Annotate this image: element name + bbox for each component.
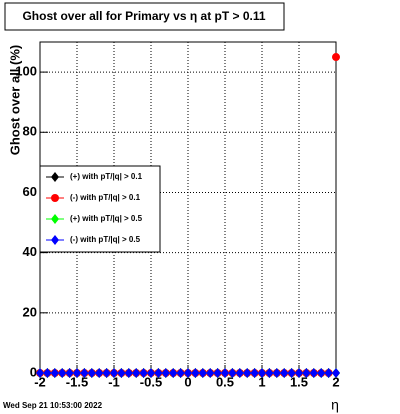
data-point bbox=[124, 368, 133, 378]
data-point bbox=[295, 368, 303, 378]
legend-marker bbox=[51, 172, 59, 182]
legend-label: (+) with pT/|q| > 0.1 bbox=[70, 172, 143, 181]
y-tick-label: 100 bbox=[15, 64, 37, 79]
data-point bbox=[317, 368, 326, 378]
data-point bbox=[176, 368, 185, 378]
data-point bbox=[110, 368, 118, 378]
data-point bbox=[206, 368, 215, 378]
data-point bbox=[154, 368, 163, 378]
data-point bbox=[221, 368, 229, 378]
data-point bbox=[332, 53, 340, 62]
data-point bbox=[43, 368, 52, 378]
data-point bbox=[191, 368, 200, 378]
y-axis-title: Ghost over all (%) bbox=[7, 45, 22, 156]
data-point bbox=[36, 368, 44, 378]
data-point bbox=[169, 368, 178, 378]
data-point bbox=[87, 368, 96, 378]
data-point bbox=[309, 368, 318, 378]
data-point bbox=[117, 368, 126, 378]
data-point bbox=[132, 368, 141, 378]
x-tick-label: 0.5 bbox=[216, 374, 234, 389]
x-tick-label: 1 bbox=[258, 374, 265, 389]
data-point bbox=[147, 368, 155, 378]
legend-marker bbox=[51, 235, 59, 245]
data-point bbox=[139, 368, 148, 378]
data-point bbox=[80, 368, 89, 378]
y-tick-label: 20 bbox=[23, 304, 37, 319]
x-tick-label: -2 bbox=[34, 374, 46, 389]
data-point bbox=[73, 368, 81, 378]
legend-box bbox=[39, 165, 161, 253]
y-tick-label: 40 bbox=[23, 244, 37, 259]
x-tick-label: 1.5 bbox=[290, 374, 308, 389]
data-point bbox=[184, 368, 192, 378]
data-point bbox=[272, 368, 281, 378]
x-tick-label: -0.5 bbox=[140, 374, 162, 389]
y-tick-label: 80 bbox=[23, 124, 37, 139]
data-point bbox=[95, 368, 104, 378]
data-point bbox=[265, 368, 274, 378]
data-point bbox=[58, 368, 67, 378]
x-tick-label: -1.5 bbox=[66, 374, 88, 389]
legend-marker bbox=[51, 194, 59, 202]
data-point bbox=[213, 368, 222, 378]
y-tick-label: 0 bbox=[30, 364, 37, 379]
data-point bbox=[280, 368, 289, 378]
x-axis-title: η bbox=[331, 397, 339, 413]
data-point bbox=[324, 368, 333, 378]
legend-marker bbox=[51, 214, 59, 224]
x-tick-label: 2 bbox=[332, 374, 339, 389]
chart-title: Ghost over all for Primary vs η at pT > … bbox=[22, 9, 265, 23]
data-point bbox=[332, 368, 340, 378]
timestamp: Wed Sep 21 10:53:00 2022 bbox=[3, 401, 103, 410]
data-point bbox=[302, 368, 311, 378]
data-point bbox=[198, 368, 207, 378]
data-point bbox=[228, 368, 237, 378]
data-point bbox=[50, 368, 59, 378]
data-point bbox=[102, 368, 111, 378]
legend-label: (-) with pT/|q| > 0.1 bbox=[70, 193, 141, 202]
legend-label: (-) with pT/|q| > 0.5 bbox=[70, 235, 141, 244]
x-tick-label: -1 bbox=[108, 374, 120, 389]
y-tick-label: 60 bbox=[23, 184, 37, 199]
data-point bbox=[250, 368, 259, 378]
data-point bbox=[243, 368, 252, 378]
title-box bbox=[4, 2, 285, 31]
data-point bbox=[258, 368, 266, 378]
legend-label: (+) with pT/|q| > 0.5 bbox=[70, 214, 143, 223]
data-point bbox=[161, 368, 170, 378]
data-point bbox=[235, 368, 244, 378]
data-point bbox=[287, 368, 296, 378]
data-point bbox=[65, 368, 74, 378]
x-tick-label: 0 bbox=[184, 374, 191, 389]
